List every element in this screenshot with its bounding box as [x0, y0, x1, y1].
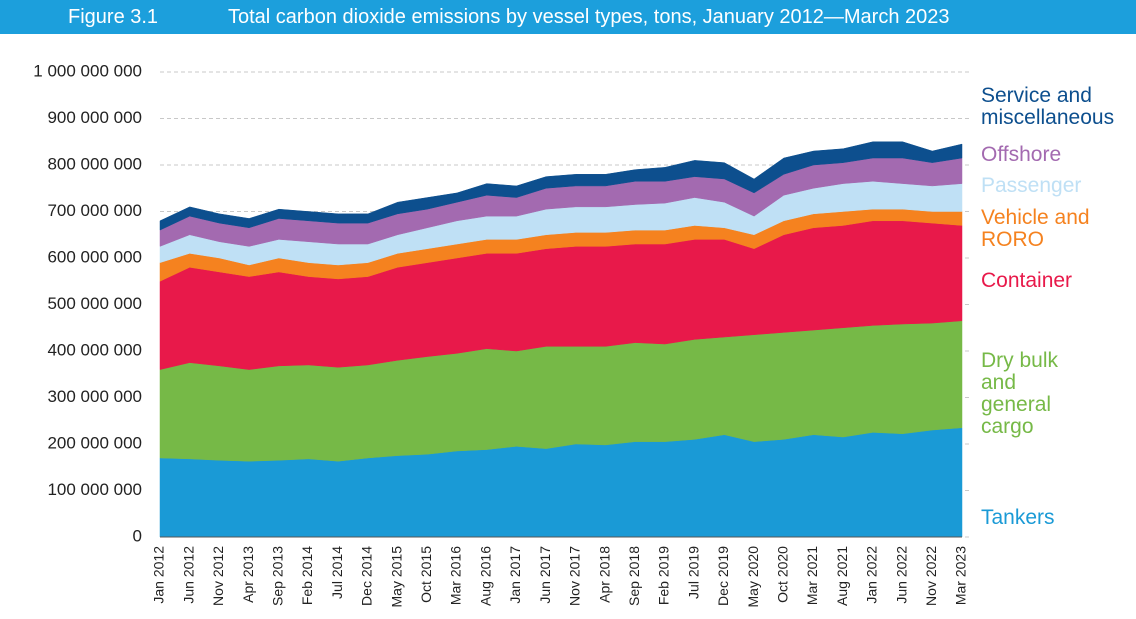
x-tick-label: Dec 2014: [359, 546, 375, 606]
x-tick-label: Aug 2021: [834, 546, 850, 606]
x-tick-label: Nov 2022: [923, 546, 939, 606]
title-bar: Figure 3.1 Total carbon dioxide emission…: [0, 0, 1136, 34]
x-tick-label: Apr 2018: [596, 546, 612, 603]
figure-label: Figure 3.1: [68, 6, 159, 28]
y-tick-label: 0: [133, 526, 142, 545]
x-tick-label: Jul 2014: [329, 546, 345, 599]
y-tick-label: 400 000 000: [47, 340, 142, 359]
y-tick-label: 100 000 000: [47, 480, 142, 499]
x-tick-label: Jul 2019: [685, 546, 701, 599]
x-tick-label: Jan 2022: [864, 546, 880, 604]
area: [159, 141, 963, 231]
y-tick-label: 1 000 000 000: [33, 61, 142, 80]
chart-title: Total carbon dioxide emissions by vessel…: [228, 6, 950, 28]
legend-entry: Passenger: [981, 174, 1082, 197]
x-tick-label: Nov 2017: [567, 546, 583, 606]
y-tick-label: 800 000 000: [47, 154, 142, 173]
x-tick-label: Aug 2016: [477, 546, 493, 606]
x-tick-label: Oct 2015: [418, 546, 434, 603]
x-tick-label: Feb 2014: [299, 546, 315, 605]
x-tick-label: Jun 2022: [893, 546, 909, 604]
x-tick-label: Sep 2018: [626, 546, 642, 606]
y-tick-label: 600 000 000: [47, 247, 142, 266]
x-tick-label: Apr 2013: [240, 546, 256, 603]
y-tick-label: 900 000 000: [47, 108, 142, 127]
y-tick-label: 200 000 000: [47, 433, 142, 452]
x-tick-label: Mar 2016: [448, 546, 464, 605]
legend-entry: Tankers: [981, 506, 1055, 529]
y-tick-label: 500 000 000: [47, 294, 142, 313]
x-tick-label: Jun 2012: [180, 546, 196, 604]
y-tick-label: 700 000 000: [47, 201, 142, 220]
y-tick-label: 300 000 000: [47, 387, 142, 406]
x-tick-label: Jan 2012: [151, 546, 167, 604]
x-tick-label: May 2020: [745, 546, 761, 608]
x-tick-label: Jun 2017: [537, 546, 553, 604]
legend-entry: Offshore: [981, 143, 1062, 166]
x-tick-label: Mar 2021: [804, 546, 820, 605]
legend-entry: Dry bulk and general cargo: [981, 349, 1059, 438]
x-tick-label: May 2015: [388, 546, 404, 608]
x-tick-label: Sep 2013: [270, 546, 286, 606]
x-tick-label: Nov 2012: [210, 546, 226, 606]
x-tick-label: Dec 2019: [715, 546, 731, 606]
x-tick-label: Mar 2023: [953, 546, 969, 605]
legend-entry: Service and miscellaneous: [981, 84, 1115, 129]
x-tick-label: Feb 2019: [656, 546, 672, 605]
legend-entry: Container: [981, 269, 1073, 292]
x-tick-label: Jan 2017: [507, 546, 523, 604]
x-tick-label: Oct 2020: [774, 546, 790, 603]
legend-entry: Vehicle and RORO: [981, 206, 1090, 251]
